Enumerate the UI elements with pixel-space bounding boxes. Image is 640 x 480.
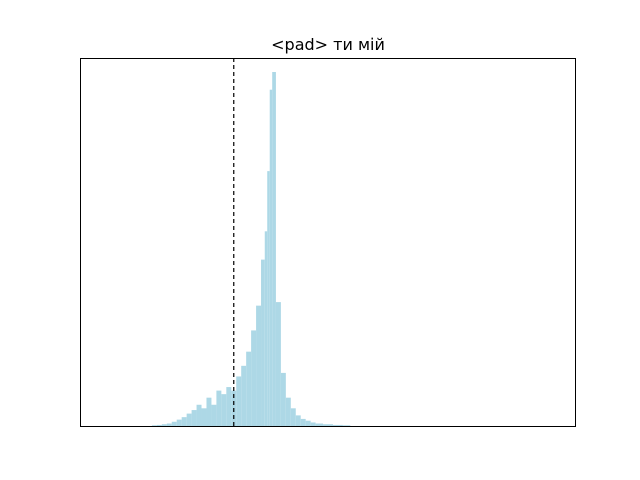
histogram-bar <box>251 330 257 426</box>
histogram-bar <box>161 424 167 426</box>
plot-frame <box>80 58 576 427</box>
histogram-bar <box>206 397 212 426</box>
histogram-bar <box>300 418 306 426</box>
histogram-bar <box>267 171 270 426</box>
histogram-bar <box>221 394 227 426</box>
histogram-bar <box>196 404 202 426</box>
histogram-bar <box>290 408 296 426</box>
histogram-bar <box>246 351 252 426</box>
histogram-bars <box>151 72 351 426</box>
histogram-bar <box>261 259 265 426</box>
histogram-bar <box>241 365 247 426</box>
histogram-bar <box>181 417 187 426</box>
histogram-bar <box>315 423 324 426</box>
histogram-bar <box>226 387 232 426</box>
histogram-bar <box>156 424 162 426</box>
histogram-bar <box>211 404 217 426</box>
histogram-bar <box>280 372 286 426</box>
histogram-bar <box>236 376 242 426</box>
histogram-bar <box>285 397 291 426</box>
histogram-bar <box>176 419 182 426</box>
histogram-bar <box>269 89 273 426</box>
histogram-bar <box>264 231 268 426</box>
histogram-bar <box>186 413 192 426</box>
histogram-bar <box>166 423 172 426</box>
histogram-bar <box>151 425 157 426</box>
chart-title: <pad> ти мій <box>271 35 385 54</box>
histogram-bar <box>272 72 276 426</box>
histogram-bar <box>256 305 262 426</box>
histogram-bar <box>295 415 301 426</box>
histogram-bar <box>191 410 197 426</box>
histogram-bar <box>275 302 281 426</box>
histogram-bar <box>305 420 311 426</box>
histogram-bar <box>201 408 207 426</box>
histogram-bar <box>342 425 351 426</box>
histogram-bar <box>216 390 222 426</box>
histogram-bar <box>332 424 343 426</box>
histogram-bar <box>323 424 333 426</box>
histogram-bar <box>171 421 177 426</box>
histogram-bar <box>310 422 316 426</box>
